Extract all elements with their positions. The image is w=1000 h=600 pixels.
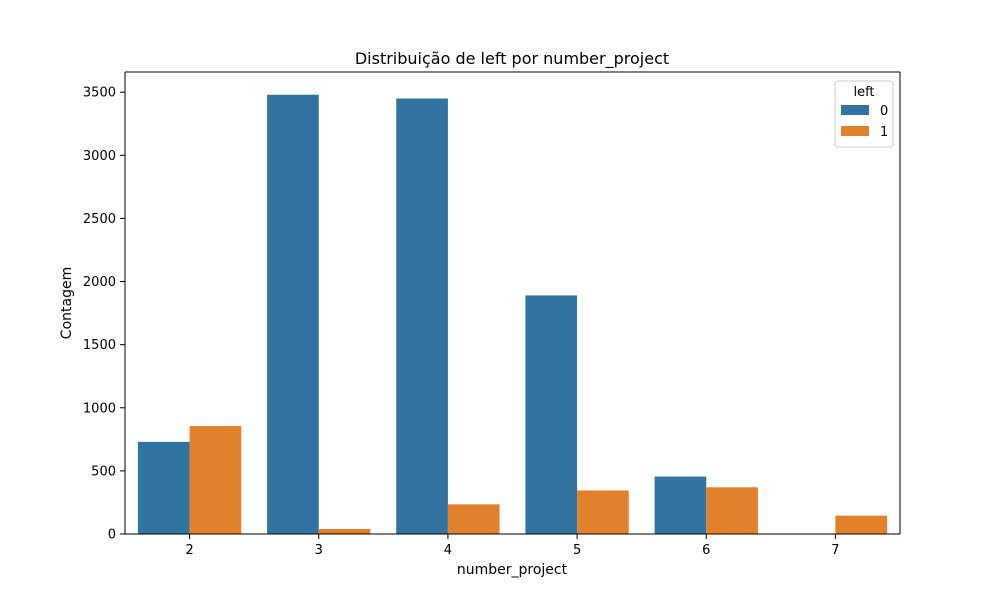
legend-title: left xyxy=(853,85,874,100)
bar-1-7 xyxy=(835,515,888,534)
bar-0-5 xyxy=(525,295,578,534)
legend-swatch-0 xyxy=(841,105,869,115)
x-tick-label-4: 4 xyxy=(444,543,452,558)
y-tick-label-3500: 3500 xyxy=(83,86,116,101)
x-axis-title: number_project xyxy=(457,562,568,578)
bar-1-2 xyxy=(189,426,242,534)
x-tick-label-2: 2 xyxy=(185,543,193,558)
bar-1-3 xyxy=(318,528,371,534)
y-axis-title: Contagem xyxy=(59,267,75,339)
bar-1-6 xyxy=(706,487,758,534)
legend-label-1: 1 xyxy=(880,125,888,140)
x-tick-label-3: 3 xyxy=(315,543,323,558)
y-tick-label-500: 500 xyxy=(91,464,116,479)
y-tick-label-3000: 3000 xyxy=(83,149,116,164)
y-tick-label-0: 0 xyxy=(108,528,116,543)
y-tick-label-1000: 1000 xyxy=(83,401,116,416)
legend-swatch-1 xyxy=(841,126,869,136)
bar-0-4 xyxy=(396,98,448,535)
bar-1-4 xyxy=(447,504,500,534)
y-tick-label-2000: 2000 xyxy=(83,275,116,290)
bar-0-3 xyxy=(267,94,319,534)
y-tick-label-2500: 2500 xyxy=(83,212,116,227)
x-tick-label-6: 6 xyxy=(702,543,710,558)
bar-0-6 xyxy=(654,476,707,534)
legend: left 0 1 xyxy=(834,80,894,148)
x-tick-label-7: 7 xyxy=(831,543,839,558)
x-tick-label-5: 5 xyxy=(573,543,581,558)
chart-title: Distribuição de left por number_project xyxy=(355,49,669,69)
legend-label-0: 0 xyxy=(880,104,888,119)
bar-0-2 xyxy=(137,441,190,534)
y-tick-label-1500: 1500 xyxy=(83,338,116,353)
plot-area: 0 500 1000 1500 2000 2500 3000 3500 2 3 4 5 6 7 xyxy=(83,71,901,558)
bar-1-5 xyxy=(577,490,629,534)
